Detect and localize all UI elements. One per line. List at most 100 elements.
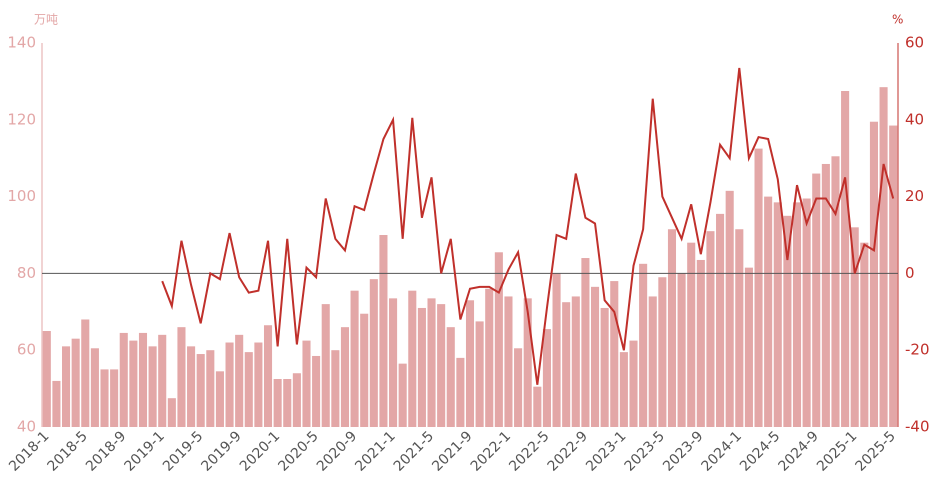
line xyxy=(161,67,895,385)
bar xyxy=(292,373,301,427)
x-tick-label: 2024-5 xyxy=(737,428,783,474)
bar xyxy=(167,398,176,427)
bar xyxy=(187,346,196,427)
bar xyxy=(831,156,840,427)
y-tick-label: 60 xyxy=(17,341,36,359)
bar xyxy=(254,342,263,427)
bar xyxy=(379,235,388,427)
bar xyxy=(206,350,215,427)
bar xyxy=(821,163,830,427)
bar xyxy=(389,298,398,427)
bar xyxy=(562,302,571,427)
bar xyxy=(81,319,90,427)
bar xyxy=(494,252,503,427)
bar xyxy=(110,369,119,427)
bar xyxy=(696,259,705,427)
bar xyxy=(62,346,71,427)
x-tick-label: 2023-5 xyxy=(622,428,668,474)
bar xyxy=(350,290,359,427)
bar xyxy=(879,87,888,427)
x-tick-label: 2025-1 xyxy=(814,428,860,474)
bar xyxy=(360,313,369,427)
y-tick-label: 120 xyxy=(7,110,36,128)
bar xyxy=(52,380,61,427)
bar xyxy=(215,371,224,427)
bar xyxy=(148,346,157,427)
bar xyxy=(475,321,484,427)
bar xyxy=(610,281,619,427)
bar xyxy=(658,277,667,427)
x-tick-label: 2020-5 xyxy=(275,428,321,474)
bar xyxy=(129,340,138,427)
bar xyxy=(138,332,148,427)
bar xyxy=(417,307,426,427)
x-tick-label: 2023-1 xyxy=(583,428,629,474)
bar xyxy=(523,298,532,427)
bar xyxy=(100,369,109,427)
x-tick-label: 2024-1 xyxy=(699,428,745,474)
bar xyxy=(177,327,186,427)
bar xyxy=(860,242,869,427)
y2-tick-label: 20 xyxy=(905,187,924,205)
bar xyxy=(340,327,350,427)
bar xyxy=(398,363,407,427)
bar xyxy=(437,304,446,427)
bar xyxy=(850,227,859,427)
bar xyxy=(504,296,513,427)
bar xyxy=(456,357,465,427)
bar xyxy=(542,329,551,427)
x-tick-label: 2019-9 xyxy=(198,428,244,474)
bar xyxy=(283,379,292,427)
bar xyxy=(677,273,686,427)
bar xyxy=(119,332,128,427)
x-tick-label: 2018-9 xyxy=(83,428,129,474)
bar xyxy=(273,379,282,427)
bar xyxy=(158,334,167,427)
bar xyxy=(716,213,725,427)
bar xyxy=(735,229,744,427)
bar xyxy=(235,334,244,427)
y-tick-label: 100 xyxy=(7,187,36,205)
bar xyxy=(812,173,821,427)
bar xyxy=(446,327,455,427)
x-tick-label: 2018-5 xyxy=(45,428,91,474)
bar xyxy=(629,340,638,427)
x-tick-label: 2023-9 xyxy=(660,428,706,474)
bar xyxy=(321,304,330,427)
bar xyxy=(465,300,475,427)
bar xyxy=(667,229,677,427)
bar xyxy=(71,338,80,427)
bar xyxy=(485,288,494,427)
bar xyxy=(533,386,542,427)
bar xyxy=(792,202,802,427)
bar xyxy=(263,325,273,427)
bar xyxy=(369,279,378,427)
y2-tick-label: -20 xyxy=(905,341,930,359)
bar xyxy=(619,352,628,427)
bar xyxy=(312,355,321,427)
bar xyxy=(802,198,811,427)
bar xyxy=(331,350,340,427)
y2-tick-label: 60 xyxy=(905,34,924,52)
bar xyxy=(754,148,763,427)
bar xyxy=(590,286,600,427)
bar xyxy=(648,296,657,427)
y-axis-label: 万吨 xyxy=(34,13,58,27)
bar xyxy=(571,296,580,427)
x-tick-label: 2022-5 xyxy=(506,428,552,474)
bar xyxy=(773,202,782,427)
x-tick-label: 2024-9 xyxy=(776,428,822,474)
bar xyxy=(764,196,773,427)
x-tick-label: 2021-1 xyxy=(352,428,398,474)
x-tick-label: 2021-5 xyxy=(391,428,437,474)
x-tick-label: 2025-5 xyxy=(852,428,898,474)
bar xyxy=(869,121,878,427)
x-tick-label: 2022-1 xyxy=(468,428,514,474)
y-tick-label: 40 xyxy=(17,418,36,436)
bar xyxy=(687,242,696,427)
bar xyxy=(196,354,205,427)
bar xyxy=(408,290,417,427)
bar xyxy=(302,340,311,427)
bar xyxy=(725,190,734,427)
y-tick-label: 140 xyxy=(7,34,36,52)
